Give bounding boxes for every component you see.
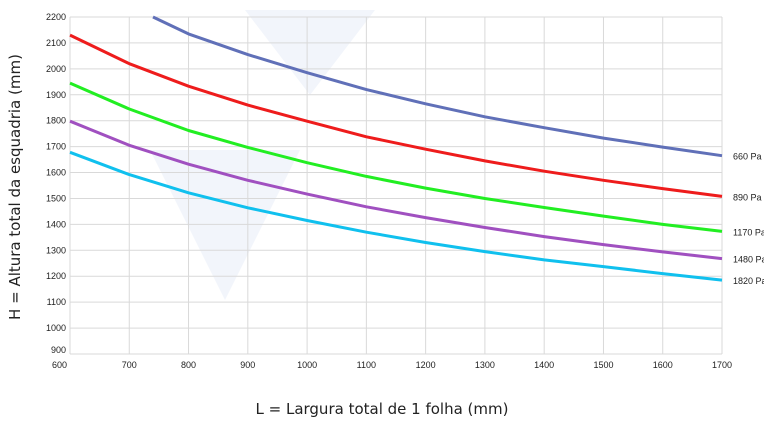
y-axis-ticks: 900 1000 1100 1200 1300 1400 1500 1600 1700 1800 1… (46, 12, 66, 355)
y-tick-label: 2200 (46, 12, 66, 22)
series-label: 890 Pa (733, 192, 762, 202)
x-tick-label: 1400 (534, 360, 554, 370)
chart-series (70, 17, 722, 280)
y-tick-label: 1200 (46, 271, 66, 281)
series-line-660-pa (153, 17, 722, 156)
y-tick-label: 1000 (46, 323, 66, 333)
x-tick-label: 1300 (475, 360, 495, 370)
series-labels: 660 Pa 890 Pa 1170 Pa 1480 Pa 1820 Pa (733, 152, 764, 286)
y-tick-label: 1900 (46, 90, 66, 100)
x-tick-label: 800 (181, 360, 196, 370)
watermark-logo (150, 10, 375, 300)
x-axis-ticks: 600 700 800 900 1000 1100 1200 1300 1400 1500 1600… (52, 360, 732, 370)
x-axis-title: L = Largura total de 1 folha (mm) (256, 400, 509, 418)
y-tick-label: 1800 (46, 116, 66, 126)
y-tick-label: 1100 (47, 297, 66, 307)
series-label: 660 Pa (733, 152, 762, 162)
y-tick-label: 1600 (46, 168, 66, 178)
x-tick-label: 700 (122, 360, 137, 370)
series-label: 1170 Pa (733, 227, 764, 237)
y-tick-label: 900 (51, 345, 66, 355)
y-tick-label: 1500 (46, 193, 66, 203)
y-tick-label: 1400 (46, 219, 66, 229)
watermark-shape (245, 10, 375, 95)
y-tick-label: 2100 (46, 38, 66, 48)
y-axis-title: H = Altura total da esquadria (mm) (6, 54, 24, 320)
x-tick-label: 900 (240, 360, 255, 370)
y-tick-label: 2000 (46, 64, 66, 74)
series-label: 1480 Pa (733, 255, 764, 265)
x-tick-label: 1200 (416, 360, 436, 370)
x-tick-label: 1700 (712, 360, 732, 370)
x-tick-label: 1600 (653, 360, 673, 370)
x-tick-label: 1500 (593, 360, 613, 370)
series-label: 1820 Pa (733, 276, 764, 286)
x-tick-label: 1000 (297, 360, 317, 370)
y-tick-label: 1300 (46, 245, 66, 255)
x-tick-label: 1100 (357, 360, 376, 370)
y-tick-label: 1700 (46, 142, 66, 152)
x-tick-label: 600 (52, 360, 67, 370)
